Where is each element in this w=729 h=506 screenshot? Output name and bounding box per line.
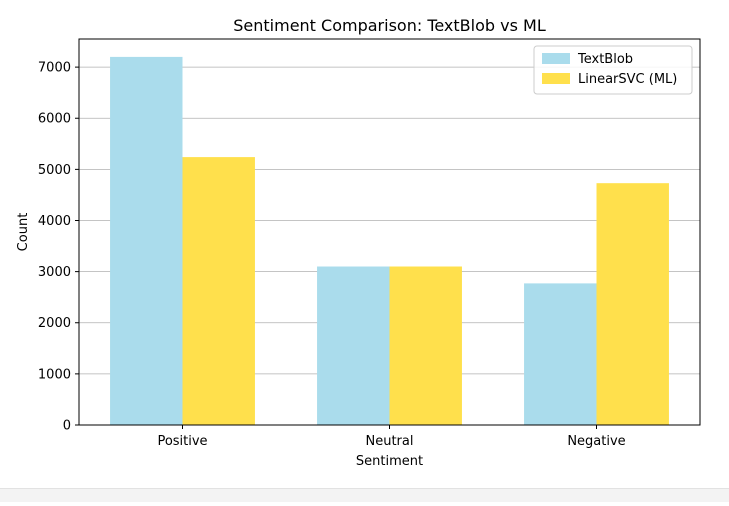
bar-neutral-textblob	[317, 266, 390, 425]
y-tick-label: 2000	[38, 316, 71, 331]
legend-box	[533, 45, 693, 95]
bar-neutral-linearsvc	[389, 266, 462, 425]
window-bottom-edge	[0, 488, 729, 502]
bars	[110, 56, 669, 426]
y-tick-label: 3000	[38, 265, 71, 280]
y-tick-label: 0	[63, 419, 71, 434]
legend-swatch	[542, 53, 570, 64]
x-tick-label: Negative	[567, 434, 625, 449]
legend-swatch	[542, 73, 570, 84]
bar-negative-linearsvc	[596, 183, 669, 425]
x-tick-label: Neutral	[366, 434, 414, 449]
y-tick-label: 1000	[38, 367, 71, 382]
bar-negative-textblob	[524, 283, 597, 425]
y-tick-label: 4000	[38, 214, 71, 229]
bar-positive-linearsvc	[182, 157, 255, 426]
y-axis-ticks: 0 1000 2000 3000 4000 5000 6000 7000	[38, 61, 79, 434]
y-tick-label: 5000	[38, 163, 71, 178]
legend-label: TextBlob	[577, 52, 633, 67]
x-tick-label: Positive	[157, 434, 207, 449]
y-tick-label: 6000	[38, 112, 71, 127]
legend: TextBlob LinearSVC (ML)	[533, 45, 693, 95]
bar-positive-textblob	[110, 56, 183, 425]
legend-label: LinearSVC (ML)	[578, 72, 677, 87]
x-axis-label: Sentiment	[356, 454, 423, 469]
x-axis-ticks: Positive Neutral Negative	[157, 425, 626, 449]
y-tick-label: 7000	[38, 61, 71, 76]
y-axis-label: Count	[16, 213, 31, 252]
chart-title: Sentiment Comparison: TextBlob vs ML	[233, 16, 546, 35]
